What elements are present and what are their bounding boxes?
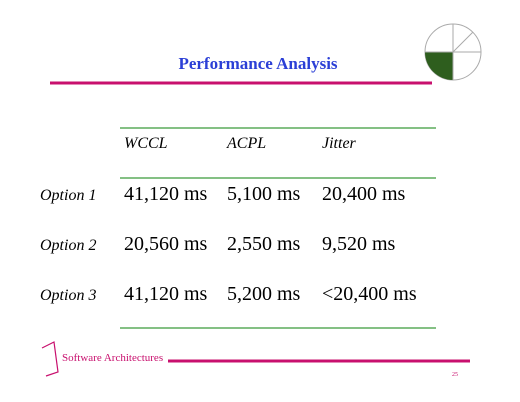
- table: WCCL ACPL Jitter Option 1 41,120 ms 5,100 ms 2…: [40, 135, 417, 305]
- table-cell: 5,100 ms: [227, 183, 301, 205]
- table-cell: <20,400 ms: [322, 283, 417, 305]
- table-cell: 5,200 ms: [227, 283, 301, 305]
- table-cell: 20,400 ms: [322, 183, 406, 205]
- table-cell: 20,560 ms: [124, 233, 208, 255]
- footer-mark: [41, 341, 59, 377]
- column-header: Jitter: [322, 135, 357, 152]
- row-label: Option 1: [40, 187, 96, 204]
- table-cell: 41,120 ms: [124, 183, 208, 205]
- table-cell: 2,550 ms: [227, 233, 301, 255]
- slide-title: Performance Analysis: [178, 54, 337, 73]
- column-header: WCCL: [124, 135, 168, 152]
- row-label: Option 3: [40, 287, 96, 304]
- page-number: 25: [452, 372, 458, 378]
- table-cell: 9,520 ms: [322, 233, 396, 255]
- table-cell: 41,120 ms: [124, 283, 208, 305]
- row-label: Option 2: [40, 237, 96, 254]
- logo: [424, 23, 482, 81]
- footer-text: Software Architectures: [62, 352, 163, 364]
- column-header: ACPL: [226, 135, 266, 152]
